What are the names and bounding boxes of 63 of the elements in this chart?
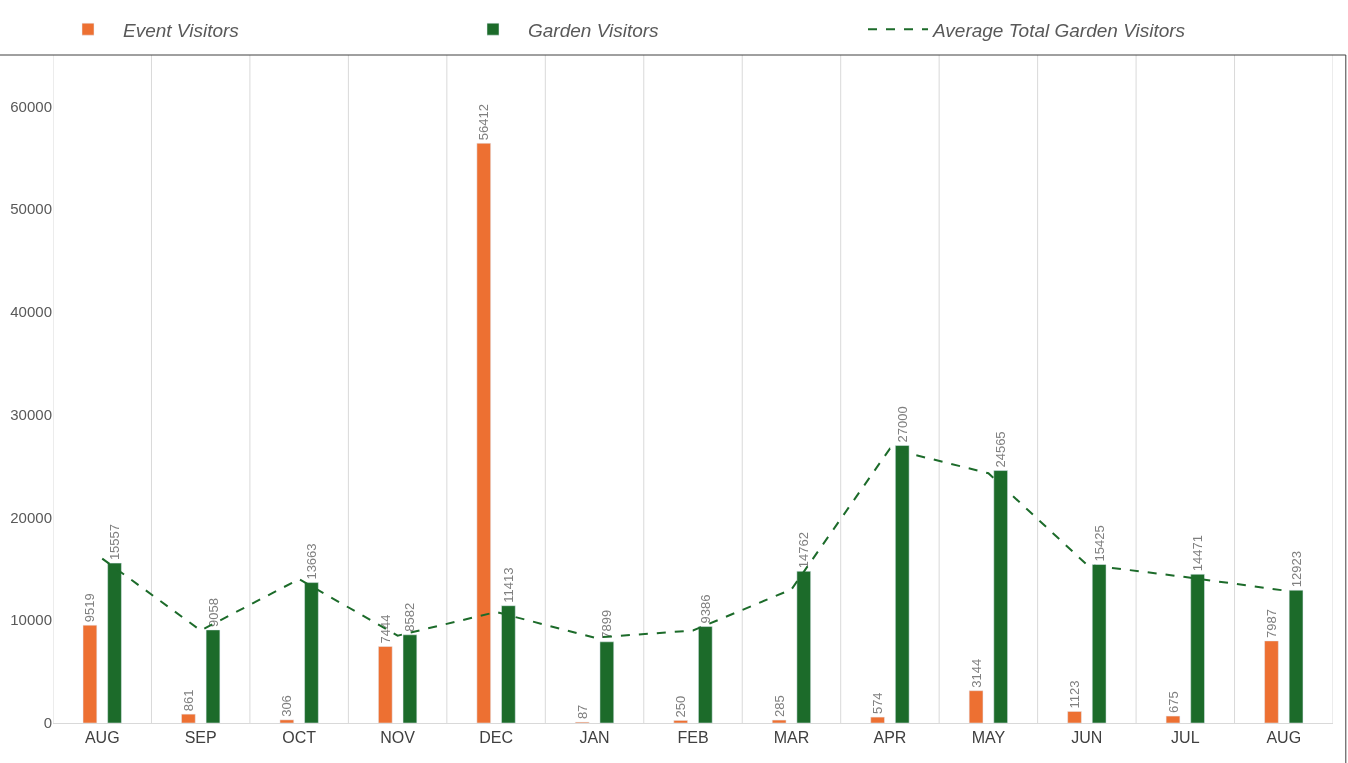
legend-label: Average Total Garden Visitors — [932, 19, 1186, 41]
data-label: 7987 — [1263, 609, 1279, 638]
data-label: 15557 — [107, 523, 123, 561]
x-tick-label: FEB — [677, 729, 709, 747]
x-tick-label: MAR — [773, 729, 810, 747]
x-tick-label: JAN — [579, 729, 610, 747]
data-label: 285 — [771, 695, 787, 718]
data-label: 12923 — [1288, 551, 1304, 588]
data-label: 56412 — [476, 104, 492, 141]
data-label: 3144 — [968, 658, 984, 688]
data-label: 574 — [870, 692, 886, 715]
bar — [1067, 711, 1082, 723]
bar — [476, 143, 491, 723]
bar — [870, 716, 885, 723]
x-tick-label: DEC — [479, 729, 513, 747]
x-tick-label: AUG — [1266, 729, 1302, 747]
data-label: 7899 — [599, 609, 615, 639]
bar — [968, 690, 984, 723]
x-tick-label: AUG — [84, 729, 120, 747]
data-label: 306 — [279, 695, 295, 717]
data-label: 9058 — [205, 597, 221, 627]
y-tick-label: 60000 — [10, 97, 52, 115]
data-label: 1123 — [1067, 680, 1083, 709]
x-tick-label: OCT — [282, 729, 317, 747]
bar — [599, 641, 614, 723]
y-tick-label: 40000 — [10, 303, 52, 321]
data-label: 675 — [1165, 691, 1181, 714]
data-label: 250 — [673, 695, 689, 718]
data-label: 24565 — [993, 431, 1009, 468]
data-label: 9519 — [82, 593, 98, 623]
bar — [1165, 715, 1181, 723]
data-label: 11413 — [500, 567, 516, 603]
data-label: 9386 — [697, 594, 713, 624]
y-tick-label: 30000 — [10, 405, 52, 423]
data-label: 7444 — [377, 614, 393, 644]
data-label: 27000 — [894, 406, 910, 443]
y-tick-label: 50000 — [10, 200, 52, 218]
y-tick-label: 20000 — [10, 508, 52, 526]
data-label: 14471 — [1190, 535, 1206, 572]
data-label: 14762 — [796, 532, 812, 569]
legend-label: Event Visitors — [123, 19, 240, 41]
bar — [181, 713, 196, 723]
legend-label: Garden Visitors — [528, 19, 660, 41]
data-label: 861 — [180, 689, 196, 712]
bar — [82, 624, 98, 723]
x-tick-label: APR — [873, 729, 907, 747]
bar — [772, 719, 787, 723]
data-label: 87 — [574, 704, 590, 720]
data-label: 8582 — [402, 602, 418, 632]
bar — [673, 720, 688, 723]
bar — [1264, 640, 1279, 723]
data-label: 15425 — [1091, 525, 1107, 562]
bar — [378, 646, 393, 723]
x-tick-label: JUN — [1071, 729, 1103, 747]
data-label: 13663 — [303, 543, 319, 580]
bar — [279, 719, 294, 723]
x-tick-label: SEP — [184, 729, 217, 747]
y-tick-label: 10000 — [10, 611, 52, 629]
x-tick-label: MAY — [971, 729, 1006, 747]
bar — [1288, 589, 1304, 723]
x-tick-label: NOV — [380, 729, 416, 747]
x-tick-label: JUL — [1171, 729, 1200, 747]
y-tick-label: 0 — [43, 714, 52, 732]
